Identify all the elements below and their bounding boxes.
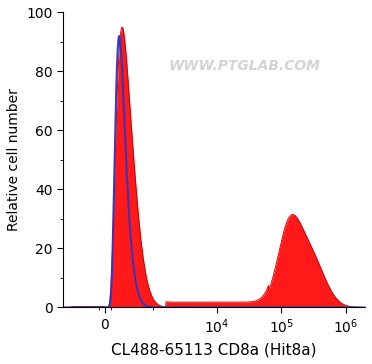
Y-axis label: Relative cell number: Relative cell number <box>7 88 21 232</box>
X-axis label: CL488-65113 CD8a (Hit8a): CL488-65113 CD8a (Hit8a) <box>112 342 317 357</box>
Text: WWW.PTGLAB.COM: WWW.PTGLAB.COM <box>169 59 320 72</box>
